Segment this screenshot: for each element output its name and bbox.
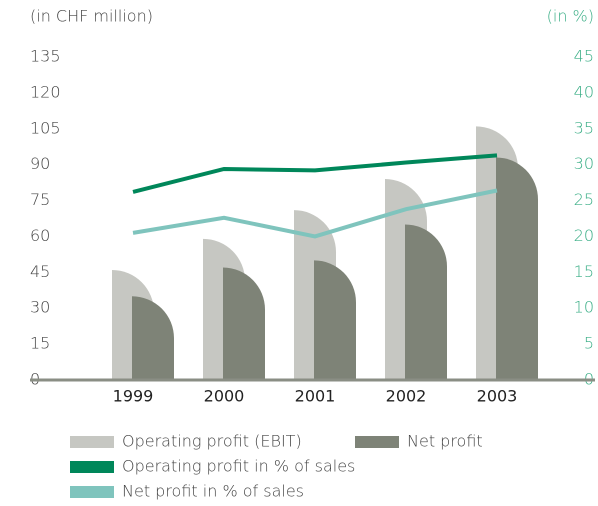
legend-swatch bbox=[355, 436, 399, 448]
y2-tick-label: 15 bbox=[574, 262, 594, 281]
legend-label: Net profit bbox=[407, 432, 483, 451]
y-tick-label: 90 bbox=[30, 154, 50, 173]
y-tick-label: 15 bbox=[30, 334, 50, 353]
legend-label: Net profit in % of sales bbox=[122, 482, 304, 501]
bar bbox=[132, 296, 174, 380]
y-tick-label: 120 bbox=[30, 82, 61, 101]
x-tick-label: 2003 bbox=[477, 387, 518, 406]
y2-tick-label: 25 bbox=[574, 190, 594, 209]
x-tick-label: 2001 bbox=[295, 387, 336, 406]
bar bbox=[405, 224, 447, 380]
x-tick-label: 2002 bbox=[386, 387, 427, 406]
y2-tick-label: 30 bbox=[574, 154, 594, 173]
bar bbox=[496, 157, 538, 380]
y2-axis-label: (in %) bbox=[547, 7, 594, 26]
y-tick-label: 75 bbox=[30, 190, 50, 209]
y2-tick-label: 35 bbox=[574, 118, 594, 137]
bar bbox=[223, 267, 265, 380]
y2-tick-label: 5 bbox=[584, 334, 594, 353]
y-tick-label: 105 bbox=[30, 118, 61, 137]
bar bbox=[314, 260, 356, 380]
y2-tick-label: 45 bbox=[574, 47, 594, 66]
legend-label: Operating profit in % of sales bbox=[122, 457, 355, 476]
y-tick-label: 45 bbox=[30, 262, 50, 281]
x-tick-label: 1999 bbox=[113, 387, 154, 406]
y-tick-label: 135 bbox=[30, 47, 61, 66]
y-tick-label: 60 bbox=[30, 226, 50, 245]
line bbox=[132, 153, 498, 194]
legend-label: Operating profit (EBIT) bbox=[122, 432, 302, 451]
x-tick-label: 2000 bbox=[204, 387, 245, 406]
line bbox=[132, 188, 498, 239]
y2-tick-label: 10 bbox=[574, 298, 594, 317]
legend-swatch bbox=[70, 461, 114, 473]
y2-tick-label: 40 bbox=[574, 82, 594, 101]
legend-swatch bbox=[70, 486, 114, 498]
y2-tick-label: 20 bbox=[574, 226, 594, 245]
legend-swatch bbox=[70, 436, 114, 448]
y-tick-label: 30 bbox=[30, 298, 50, 317]
y-axis-label: (in CHF million) bbox=[30, 7, 153, 26]
